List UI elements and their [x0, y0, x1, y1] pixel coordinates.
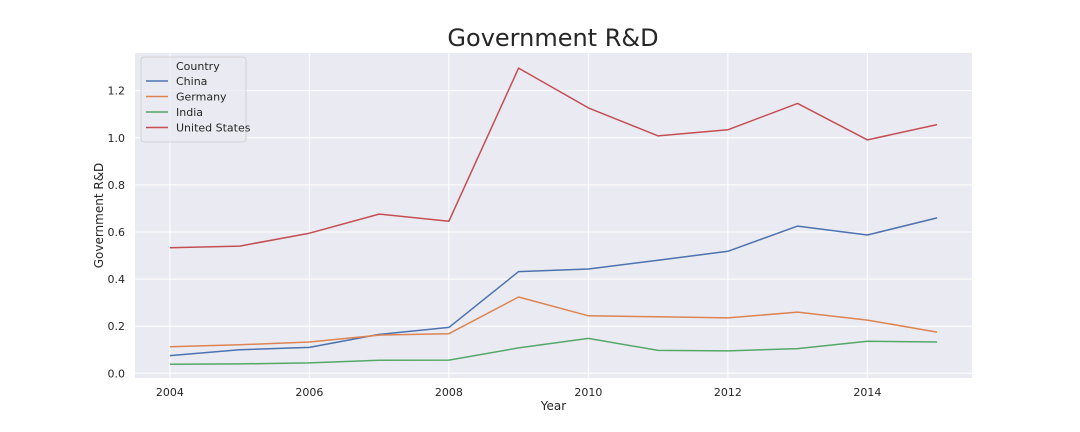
legend-title: Country [176, 60, 220, 73]
x-tick-label: 2010 [574, 386, 602, 399]
y-tick-label: 0.4 [108, 273, 126, 286]
y-tick-label: 0.2 [108, 320, 126, 333]
x-tick-label: 2006 [295, 386, 323, 399]
y-axis-ticks: 0.0 0.2 0.4 0.6 0.8 1.0 1.2 [108, 85, 126, 381]
legend-label-germany: Germany [176, 91, 227, 104]
series-line-germany [169, 296, 938, 348]
y-tick-label: 0.8 [108, 179, 126, 192]
y-axis-label: Government R&D [92, 163, 106, 269]
series-lines [169, 67, 938, 366]
chart-title: Government R&D [447, 24, 658, 52]
series-line-china [169, 217, 938, 357]
y-tick-label: 1.2 [108, 85, 126, 98]
x-tick-label: 2012 [714, 386, 742, 399]
y-tick-label: 0.0 [108, 367, 126, 380]
series-line-united-states [169, 67, 938, 249]
legend-label-united-states: United States [176, 122, 251, 135]
legend-box [140, 56, 247, 143]
plot-background [135, 53, 972, 378]
grid-lines [135, 53, 972, 378]
y-tick-label: 1.0 [108, 132, 126, 145]
y-tick-label: 0.6 [108, 226, 126, 239]
legend: Country China Germany India United States [140, 56, 251, 143]
x-tick-label: 2008 [435, 386, 463, 399]
x-axis-label: Year [540, 399, 566, 413]
legend-label-india: India [176, 106, 203, 119]
x-axis-ticks: 2004 2006 2008 2010 2012 2014 [156, 386, 882, 399]
x-tick-label: 2014 [853, 386, 881, 399]
series-line-india [169, 337, 938, 366]
legend-label-china: China [176, 75, 207, 88]
x-tick-label: 2004 [156, 386, 184, 399]
